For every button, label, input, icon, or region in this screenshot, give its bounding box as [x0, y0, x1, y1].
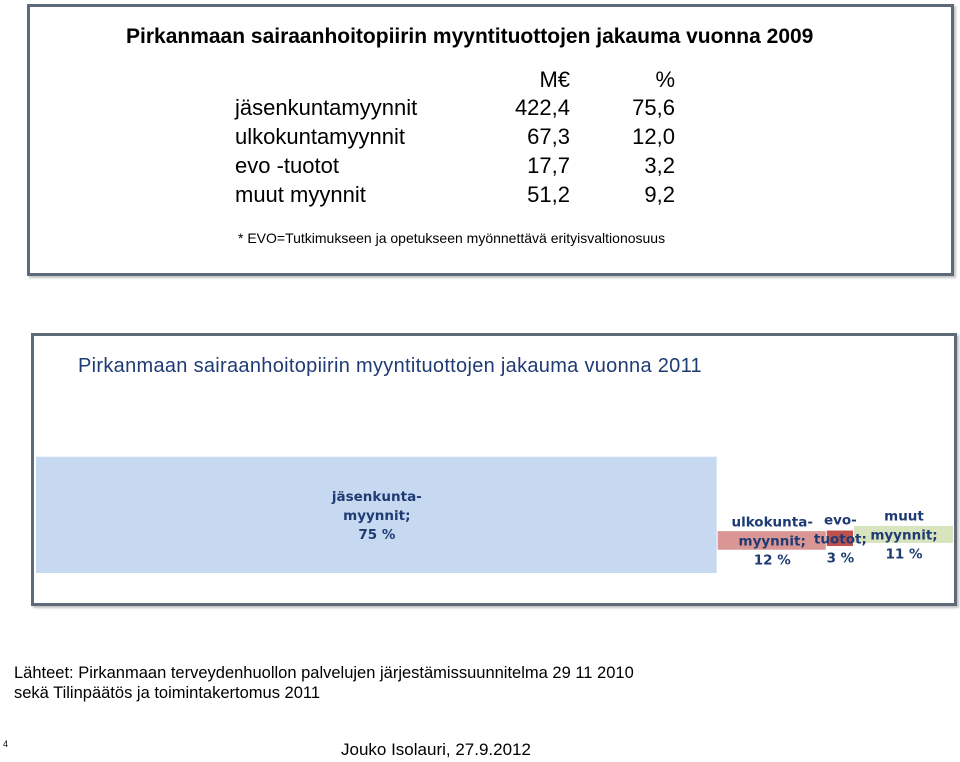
row-me: 422,4: [514, 95, 570, 120]
footnote: * EVO=Tutkimukseen ja opetukseen myönnet…: [238, 230, 666, 246]
sources: Lähteet: Pirkanmaan terveydenhuollon pal…: [14, 663, 634, 703]
page-number: 4: [3, 739, 9, 749]
row-me: 17,7: [527, 153, 570, 178]
row-label: muut myynnit: [235, 182, 366, 207]
chart-panel-2011: Pirkanmaan sairaanhoitopiirin myyntituot…: [31, 333, 957, 606]
chart-bar: [36, 456, 717, 573]
row-pct: 12,0: [632, 124, 675, 149]
row-me: 51,2: [527, 182, 570, 207]
title-2009: Pirkanmaan sairaanhoitopiirin myyntituot…: [126, 25, 814, 48]
sources-line-2: sekä Tilinpäätös ja toimintakertomus 201…: [14, 684, 321, 702]
sources-line-1: Lähteet: Pirkanmaan terveydenhuollon pal…: [14, 664, 634, 682]
chart-data-label: ulkokunta-myynnit; 12 %: [731, 514, 813, 568]
row-pct: 75,6: [632, 95, 675, 120]
author-date: Jouko Isolauri, 27.9.2012: [341, 740, 531, 759]
chart-data-label: jäsenkunta-myynnit; 75 %: [331, 489, 422, 543]
chart-bar: [826, 530, 854, 547]
chart-data-label: evo-tuotot; 3 %: [814, 512, 867, 566]
row-me: 67,3: [527, 124, 570, 149]
row-pct: 9,2: [644, 182, 675, 207]
col-header-pct: %: [655, 67, 675, 92]
chart-data-label: muut myynnit; 11 %: [870, 508, 937, 562]
row-pct: 3,2: [644, 153, 675, 178]
row-label: evo -tuotot: [235, 153, 339, 178]
row-label: ulkokuntamyynnit: [235, 124, 405, 149]
chart-bar: [854, 525, 953, 543]
row-label: jäsenkuntamyynnit: [235, 95, 418, 120]
chart-bar: [717, 531, 826, 550]
revenue-chart-2011: jäsenkunta-myynnit; 75 % ulkokunta-myynnit…: [36, 456, 953, 573]
chart-title: Pirkanmaan sairaanhoitopiirin myyntituot…: [78, 355, 702, 377]
col-header-me: M€: [539, 67, 570, 92]
table-panel-2009: Pirkanmaan sairaanhoitopiirin myyntituot…: [27, 4, 954, 276]
